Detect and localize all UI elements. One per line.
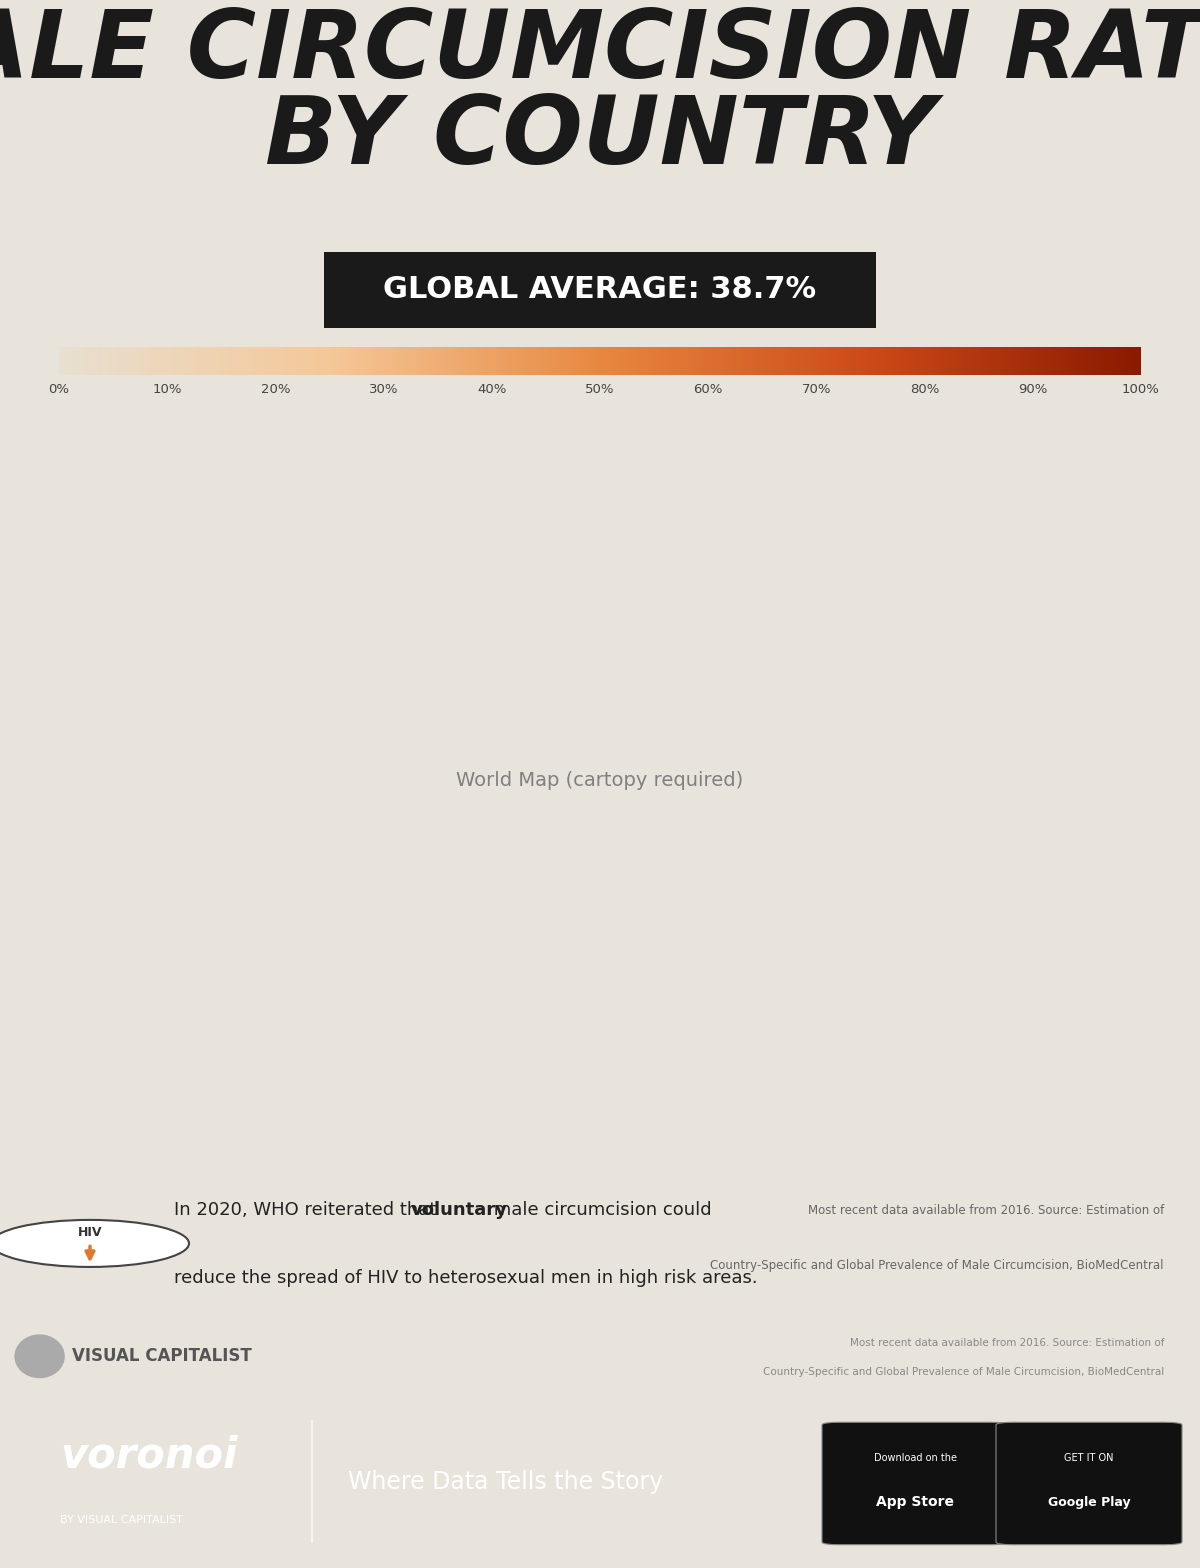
Text: 30%: 30% [368, 383, 398, 395]
Text: 10%: 10% [152, 383, 182, 395]
Text: Download on the: Download on the [874, 1452, 956, 1463]
Ellipse shape [0, 1220, 190, 1267]
Text: App Store: App Store [876, 1496, 954, 1510]
Text: 40%: 40% [478, 383, 506, 395]
Text: 20%: 20% [260, 383, 290, 395]
Text: World Map (cartopy required): World Map (cartopy required) [456, 770, 744, 790]
Text: Most recent data available from 2016. Source: Estimation of: Most recent data available from 2016. So… [808, 1204, 1164, 1217]
Text: GLOBAL AVERAGE: 38.7%: GLOBAL AVERAGE: 38.7% [384, 276, 816, 304]
Text: BY COUNTRY: BY COUNTRY [265, 93, 935, 183]
Text: Google Play: Google Play [1048, 1496, 1130, 1508]
Text: 50%: 50% [586, 383, 614, 395]
Text: 80%: 80% [910, 383, 940, 395]
Text: Most recent data available from 2016. Source: Estimation of: Most recent data available from 2016. So… [850, 1338, 1164, 1347]
Text: 100%: 100% [1122, 383, 1160, 395]
Text: voronoi: voronoi [60, 1435, 238, 1477]
Text: GET IT ON: GET IT ON [1064, 1452, 1114, 1463]
Text: Where Data Tells the Story: Where Data Tells the Story [348, 1469, 664, 1494]
Text: VISUAL CAPITALIST: VISUAL CAPITALIST [72, 1347, 252, 1366]
Text: MALE CIRCUMCISION RATES: MALE CIRCUMCISION RATES [0, 6, 1200, 97]
Text: 60%: 60% [694, 383, 722, 395]
Text: In 2020, WHO reiterated that: In 2020, WHO reiterated that [174, 1201, 442, 1220]
Text: BY VISUAL CAPITALIST: BY VISUAL CAPITALIST [60, 1515, 182, 1524]
Text: 0%: 0% [48, 383, 70, 395]
Text: male circumcision could: male circumcision could [487, 1201, 712, 1220]
FancyBboxPatch shape [324, 252, 876, 328]
Text: 90%: 90% [1018, 383, 1048, 395]
Text: 70%: 70% [802, 383, 832, 395]
Ellipse shape [14, 1334, 65, 1378]
Text: voluntary: voluntary [410, 1201, 508, 1220]
Text: reduce the spread of HIV to heterosexual men in high risk areas.: reduce the spread of HIV to heterosexual… [174, 1269, 757, 1287]
FancyBboxPatch shape [996, 1422, 1182, 1544]
Text: HIV: HIV [78, 1226, 102, 1239]
FancyBboxPatch shape [822, 1422, 1008, 1544]
Text: Country-Specific and Global Prevalence of Male Circumcision, BioMedCentral: Country-Specific and Global Prevalence o… [763, 1367, 1164, 1377]
Text: Country-Specific and Global Prevalence of Male Circumcision, BioMedCentral: Country-Specific and Global Prevalence o… [710, 1259, 1164, 1272]
